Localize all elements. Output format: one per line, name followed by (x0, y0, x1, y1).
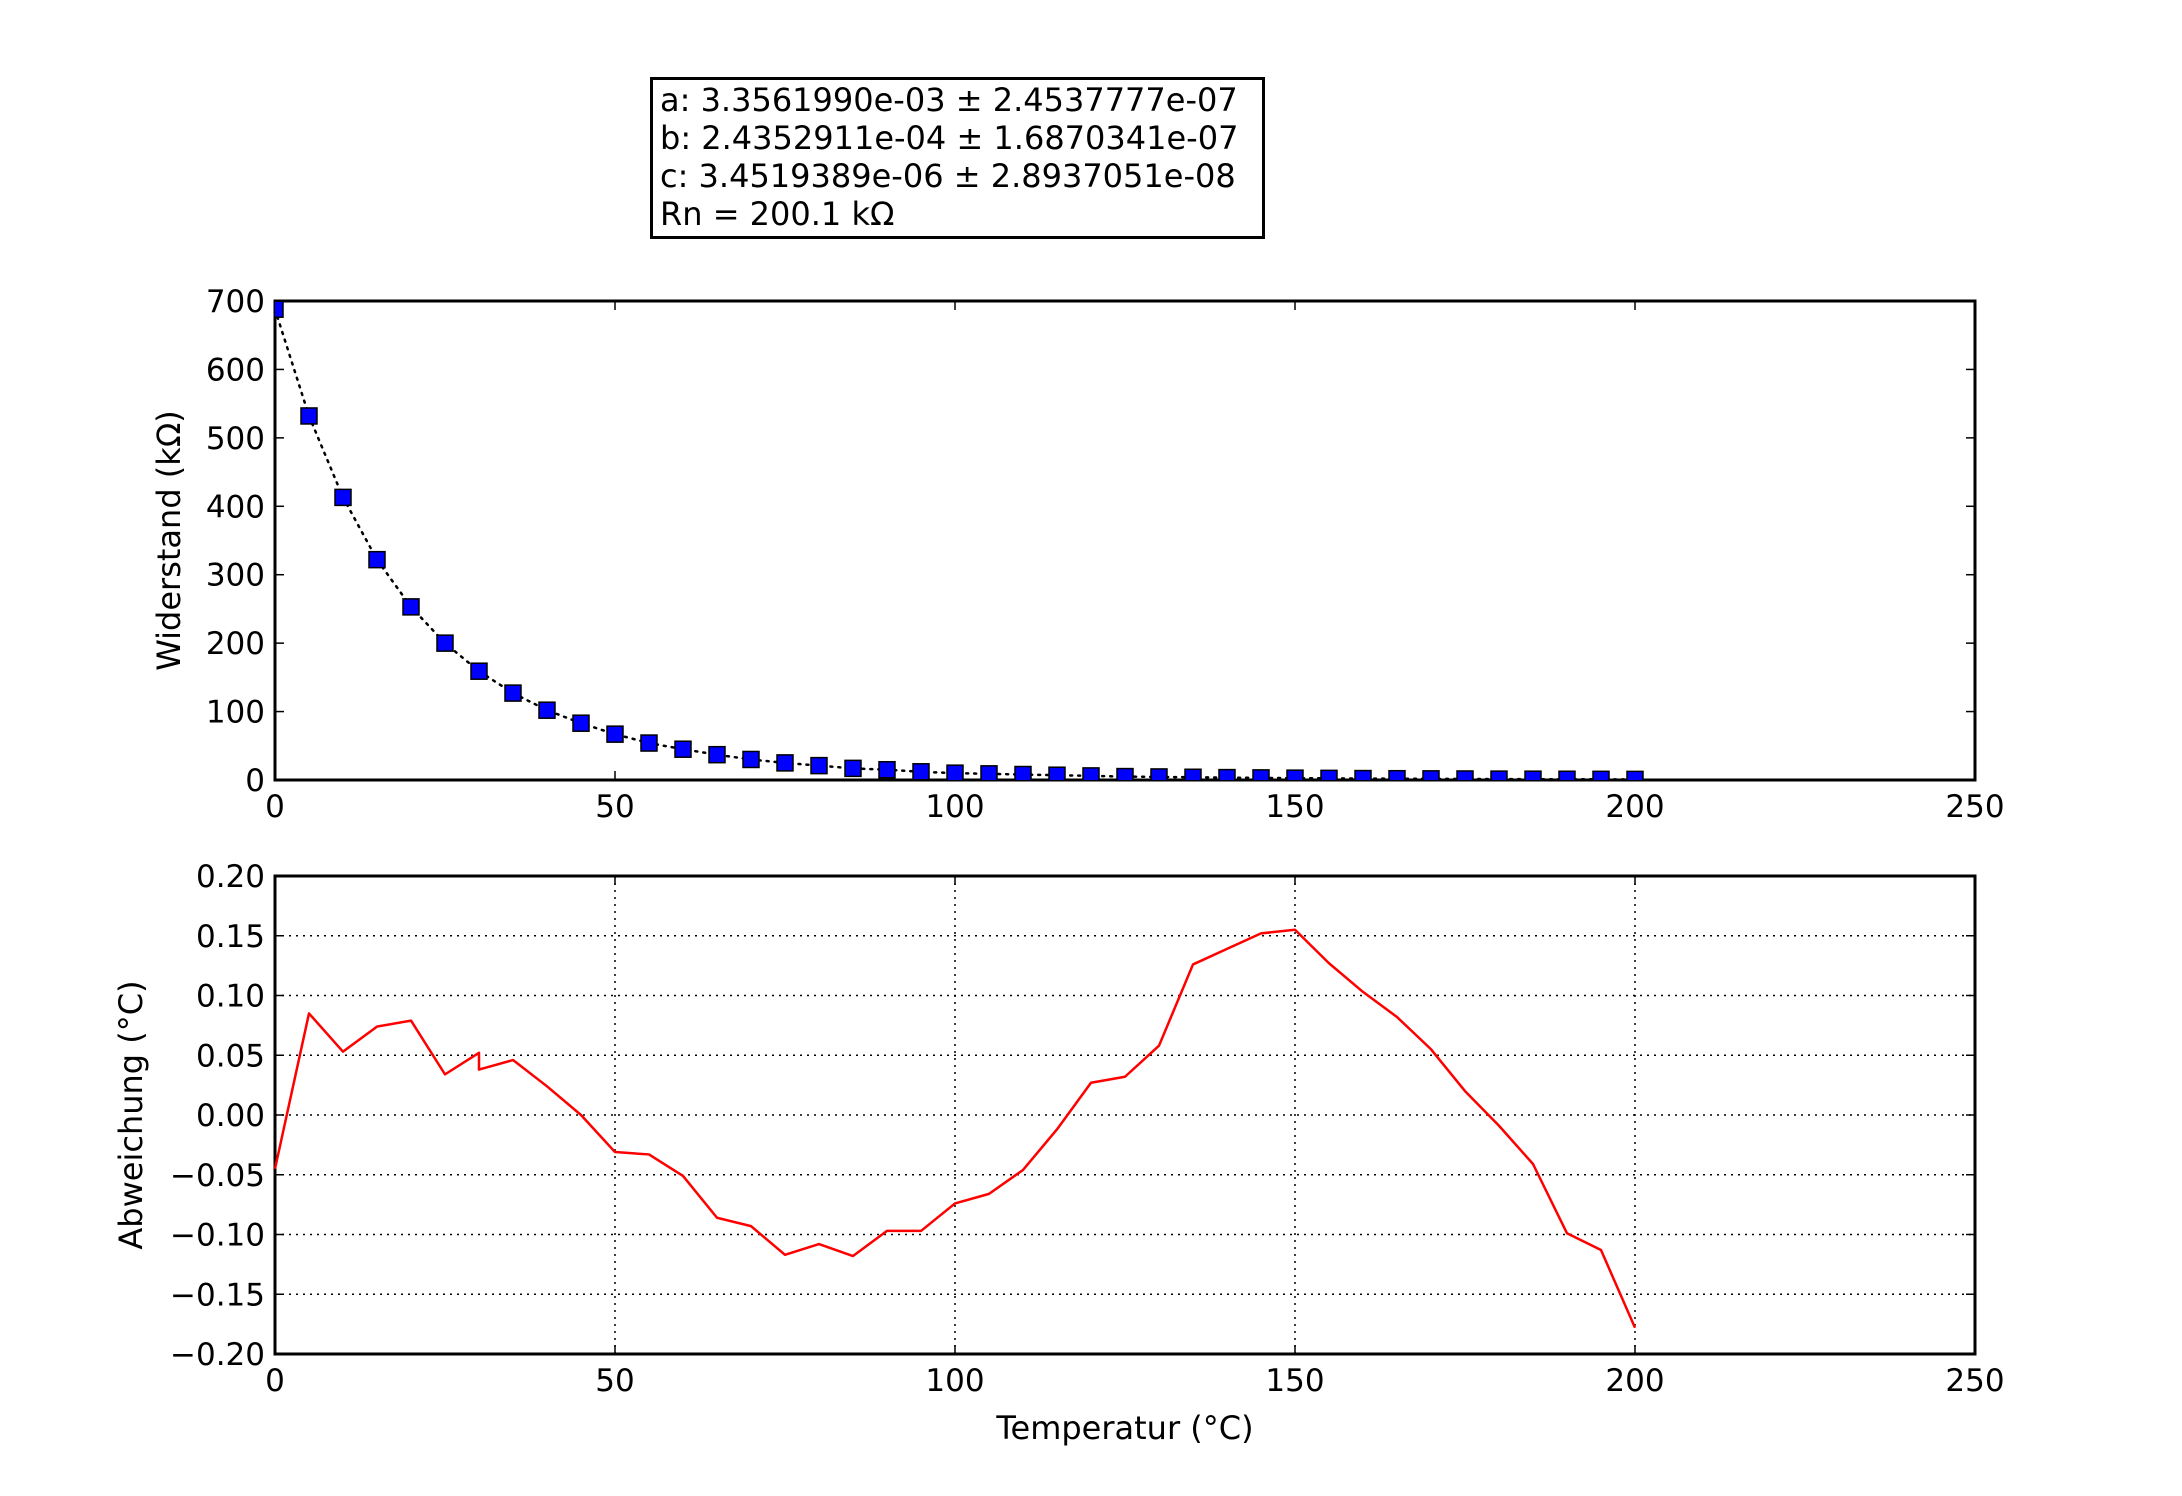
data-point (1320, 769, 1338, 780)
x-tick-label: 200 (1605, 789, 1664, 825)
y-tick-label: 100 (206, 695, 265, 731)
data-point (1150, 768, 1168, 780)
y-tick-label: 0.15 (196, 919, 265, 955)
data-point (810, 756, 828, 775)
y-tick-label: 200 (206, 626, 265, 662)
data-point (1558, 770, 1576, 780)
data-point (436, 634, 454, 652)
y-tick-label: 0.05 (196, 1038, 265, 1074)
data-point (1286, 769, 1304, 780)
data-point (504, 684, 522, 702)
data-point (334, 488, 352, 507)
plot-frame (273, 299, 1977, 782)
data-point (1524, 770, 1542, 780)
y-tick-label: −0.15 (170, 1277, 265, 1313)
data-point (1048, 766, 1066, 780)
y-axis-label: Widerstand (kΩ) (150, 410, 188, 671)
data-point (946, 764, 964, 780)
data-point (368, 550, 386, 569)
data-point (1184, 768, 1202, 780)
data-point (275, 301, 284, 318)
data-point (1388, 769, 1406, 780)
data-point (674, 740, 692, 758)
data-point (572, 714, 590, 732)
data-point (1354, 769, 1372, 780)
y-tick-label: 0.10 (196, 979, 265, 1015)
fit-curve (273, 307, 1637, 781)
data-point (742, 750, 760, 769)
resistance-plot: 0 50 100 150 200 250 0 100 200 300 400 500 600 700 Wid… (150, 284, 2005, 825)
data-point (640, 734, 658, 752)
data-point (1592, 770, 1610, 780)
data-point (912, 763, 930, 780)
marker-group (275, 301, 1644, 780)
y-tick-label: 0.00 (196, 1098, 265, 1134)
data-point (1252, 769, 1270, 780)
data-point (708, 745, 726, 764)
data-point (844, 759, 862, 778)
x-axis-label: Temperatur (°C) (995, 1409, 1253, 1447)
y-tick-label: 500 (206, 421, 265, 457)
y-tick-label: 0.20 (196, 859, 265, 895)
deviation-plot: 0 50 100 150 200 250 −0.20 −0.15 −0.10 −0.05 0.00 0… (112, 859, 2005, 1447)
data-point (1218, 768, 1236, 780)
data-point (1116, 767, 1134, 780)
x-tick-label: 0 (265, 1363, 285, 1399)
data-point (1014, 765, 1032, 780)
data-point (1456, 770, 1474, 780)
x-tick-label: 100 (925, 789, 984, 825)
data-point (470, 662, 488, 680)
data-point (1490, 770, 1508, 780)
data-point (980, 765, 998, 780)
data-point (402, 598, 420, 616)
y-tick-label: 0 (245, 763, 265, 799)
y-tick-label: 700 (206, 284, 265, 320)
x-tick-label: 50 (595, 1363, 634, 1399)
data-point (1626, 770, 1644, 780)
data-point (1082, 767, 1100, 780)
param-b-text: b: 2.4352911e-04 ± 1.6870341e-07 (660, 119, 1239, 157)
x-tick-label: 250 (1945, 789, 2004, 825)
y-tick-label: −0.20 (170, 1337, 265, 1373)
y-tick-label: 400 (206, 489, 265, 525)
x-tick-label: 50 (595, 789, 634, 825)
y-axis-label: Abweichung (°C) (112, 980, 150, 1249)
data-point (878, 760, 896, 779)
data-point (300, 407, 318, 425)
x-tick-label: 0 (265, 789, 285, 825)
x-tick-label: 150 (1265, 1363, 1324, 1399)
param-a-text: a: 3.3561990e-03 ± 2.4537777e-07 (660, 81, 1238, 119)
x-tick-label: 150 (1265, 789, 1324, 825)
rn-text: Rn = 200.1 kΩ (660, 195, 895, 233)
y-tick-label: 300 (206, 558, 265, 594)
data-point (776, 754, 794, 772)
param-c-text: c: 3.4519389e-06 ± 2.8937051e-08 (660, 157, 1236, 195)
data-point (606, 725, 624, 743)
y-tick-label: 600 (206, 352, 265, 388)
plot-frame (273, 874, 1977, 1356)
data-point (538, 701, 556, 719)
x-tick-label: 100 (925, 1363, 984, 1399)
y-tick-label: −0.05 (170, 1158, 265, 1194)
x-tick-label: 200 (1605, 1363, 1664, 1399)
data-point (1422, 770, 1440, 780)
y-tick-label: −0.10 (170, 1218, 265, 1254)
fit-parameters-box: a: 3.3561990e-03 ± 2.4537777e-07 b: 2.43… (650, 77, 1265, 239)
deviation-line (273, 928, 1637, 1329)
x-tick-label: 250 (1945, 1363, 2004, 1399)
